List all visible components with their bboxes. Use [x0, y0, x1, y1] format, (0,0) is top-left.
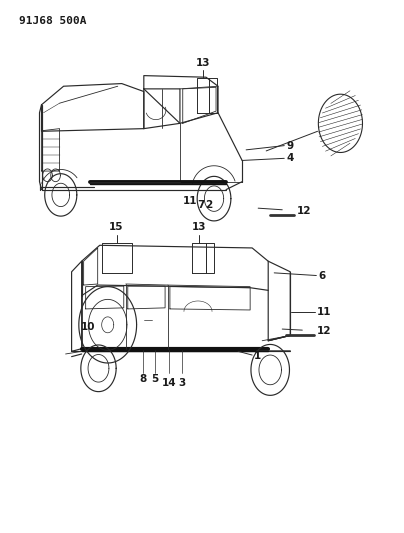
Text: 11: 11	[317, 306, 332, 317]
Text: 7: 7	[197, 200, 204, 209]
Text: 10: 10	[81, 322, 95, 333]
Text: 13: 13	[196, 58, 210, 68]
Text: 6: 6	[318, 271, 326, 280]
Text: 11: 11	[183, 196, 197, 206]
Text: 12: 12	[297, 206, 311, 216]
Text: 14: 14	[162, 378, 177, 388]
Text: 91J68 500A: 91J68 500A	[19, 15, 87, 26]
Text: 15: 15	[109, 222, 124, 232]
Text: 1: 1	[254, 351, 261, 361]
Text: 9: 9	[286, 141, 293, 151]
Text: 5: 5	[152, 374, 159, 384]
Text: 2: 2	[206, 200, 213, 209]
Text: 12: 12	[317, 326, 332, 336]
Text: 4: 4	[286, 154, 294, 163]
Text: 13: 13	[191, 222, 206, 232]
Text: 3: 3	[178, 378, 185, 388]
Text: 8: 8	[139, 374, 147, 384]
